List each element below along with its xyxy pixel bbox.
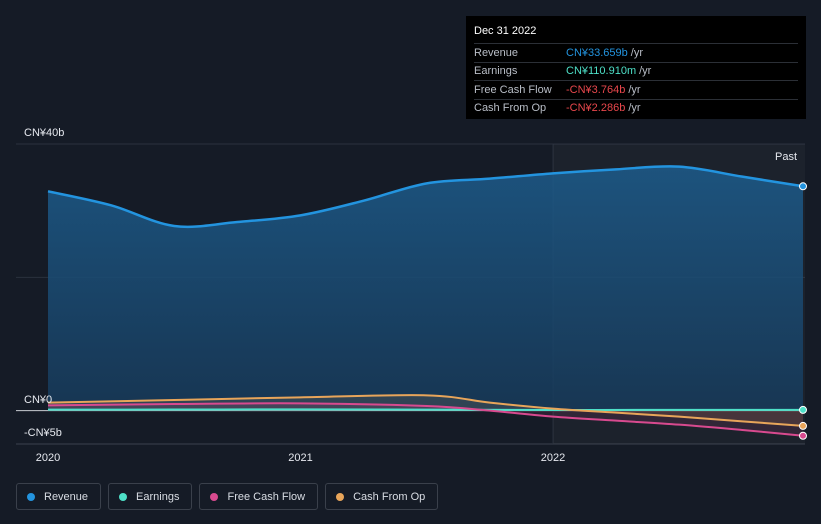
x-tick-label: 2021 — [288, 452, 312, 464]
legend-dot-icon — [336, 492, 345, 501]
tooltip-row: Revenue CN¥33.659b/yr — [474, 43, 798, 62]
free-cash-flow-area-fill — [48, 403, 803, 436]
tooltip-row-label: Free Cash Flow — [474, 83, 552, 96]
legend-item-cash-from-op[interactable]: Cash From Op — [325, 483, 439, 510]
series-end-dots — [799, 182, 807, 440]
tooltip-row-unit: /yr — [630, 46, 644, 59]
legend-item-label: Earnings — [136, 490, 180, 503]
legend-dot-icon — [27, 492, 35, 501]
legend-item-label: Free Cash Flow — [227, 490, 306, 503]
tooltip-row: Free Cash Flow -CN¥3.764b/yr — [474, 80, 798, 99]
series-lines — [47, 165, 804, 437]
tooltip-row-unit: /yr — [639, 65, 652, 78]
tooltip-row-value: -CN¥3.764b — [566, 83, 626, 96]
x-tick-label: 2022 — [541, 452, 565, 464]
legend-item-free-cash-flow[interactable]: Free Cash Flow — [199, 483, 319, 510]
past-label: Past — [775, 151, 797, 163]
legend-item-earnings[interactable]: Earnings — [108, 483, 193, 510]
cash-from-op-end-dot — [799, 421, 807, 430]
tooltip-row-unit: /yr — [628, 102, 641, 115]
legend-item-label: Revenue — [44, 490, 89, 503]
tooltip-row: Earnings CN¥110.910m/yr — [474, 61, 798, 81]
legend-dot-icon — [119, 492, 128, 501]
tooltip-row-value: CN¥33.659b — [566, 46, 628, 59]
revenue-line — [47, 165, 804, 229]
x-tick-label: 2020 — [36, 452, 60, 464]
tooltip-rows: Revenue CN¥33.659b/yr Earnings CN¥110.910m /… — [474, 43, 798, 117]
earnings-line — [47, 408, 804, 412]
tooltip-row-label: Cash From Op — [474, 102, 547, 115]
free-cash-flow-line — [47, 402, 804, 437]
y-tick-label: -CN¥5b — [24, 427, 62, 439]
revenue-area-fill — [48, 166, 803, 411]
y-tick-label: CN¥0 — [24, 394, 52, 406]
tooltip-row-label: Revenue — [474, 46, 519, 59]
legend-item-revenue[interactable]: Revenue — [16, 483, 102, 510]
chart-legend: Revenue Earnings Free Cash Flow Cash From O… — [16, 483, 439, 510]
tooltip-panel: Dec 31 2022 Revenue CN¥33.659b/yr Earnings… — [466, 16, 806, 119]
tooltip-row-unit: /yr — [628, 83, 641, 96]
y-tick-label: CN¥40b — [24, 127, 64, 139]
tooltip-row-label: Earnings — [474, 65, 518, 78]
tooltip-date: Dec 31 2022 — [474, 25, 537, 37]
cash-from-op-line — [47, 394, 804, 427]
revenue-end-dot — [799, 182, 807, 191]
tooltip-row: Cash From Op -CN¥2.286b/yr — [474, 98, 798, 118]
axis-labels: CN¥40b CN¥0 -CN¥5b 2020 2021 2022 Past — [24, 127, 797, 464]
tooltip-row-value: -CN¥2.286b — [566, 102, 626, 115]
legend-dot-icon — [210, 492, 219, 501]
earnings-end-dot — [799, 405, 807, 414]
legend-item-label: Cash From Op — [353, 490, 426, 503]
free-cash-flow-end-dot — [799, 431, 807, 440]
chart-area: CN¥40b CN¥0 -CN¥5b 2020 2021 2022 Past — [16, 127, 807, 464]
tooltip-row-value: CN¥110.910m — [566, 65, 637, 78]
